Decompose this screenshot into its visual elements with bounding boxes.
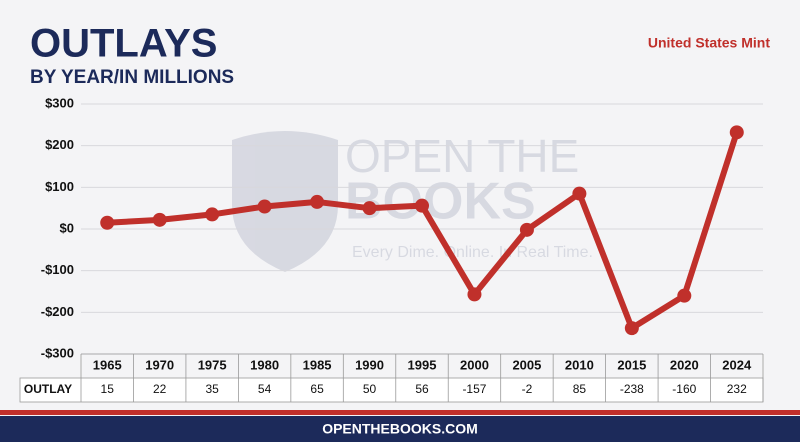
x-tick-label: 1975 <box>198 357 227 372</box>
data-point <box>415 198 429 213</box>
source: United States Mint <box>648 35 770 51</box>
x-tick-label: 1985 <box>303 357 332 372</box>
y-tick-label: $200 <box>45 137 74 152</box>
y-tick-label: $300 <box>45 95 74 110</box>
data-point <box>467 287 482 302</box>
data-point <box>729 125 744 140</box>
x-tick-label: 1965 <box>93 357 122 372</box>
watermark-shield <box>232 131 338 272</box>
data-label: 232 <box>727 382 747 396</box>
data-point <box>205 207 220 222</box>
watermark-text: OPEN THE <box>345 130 579 182</box>
data-label: -157 <box>462 382 486 396</box>
x-tick-label: 1970 <box>145 357 174 372</box>
data-point <box>152 212 167 227</box>
data-label: 15 <box>101 382 115 396</box>
footer-stripe <box>0 410 800 415</box>
watermark: OPEN THE BOOKS Every Dime. Online. In Re… <box>232 130 593 272</box>
chart-title: OUTLAYS <box>30 22 217 66</box>
x-tick-label: 2000 <box>460 357 489 372</box>
x-tick-label: 2024 <box>722 357 752 372</box>
data-label: 35 <box>205 382 219 396</box>
y-tick-label: -$300 <box>41 345 74 360</box>
data-label: -2 <box>522 382 533 396</box>
x-tick-label: 2015 <box>617 357 646 372</box>
data-label: 50 <box>363 382 377 396</box>
legend-label: OUTLAY <box>24 382 72 396</box>
plot: -$300 -$200 -$100 $0 $100 $200 $300 1965 1970 197… <box>19 95 764 403</box>
data-label: 56 <box>415 382 429 396</box>
x-tick-label: 2010 <box>565 357 594 372</box>
data-label: 65 <box>310 382 324 396</box>
y-tick-label: -$200 <box>41 304 74 319</box>
data-point <box>677 288 692 303</box>
watermark-text: BOOKS <box>345 173 536 231</box>
y-tick-label: $0 <box>60 220 74 235</box>
x-tick-label: 2020 <box>670 357 699 372</box>
x-tick-label: 2005 <box>512 357 541 372</box>
footer: OPENTHEBOOKS.COM <box>322 421 478 437</box>
chart-subtitle: BY YEAR/IN MILLIONS <box>30 67 234 88</box>
x-tick-label: 1990 <box>355 357 384 372</box>
watermark-text: Every Dime. Online. In Real Time. <box>352 244 593 261</box>
data-point <box>519 222 534 237</box>
data-point <box>362 201 377 216</box>
data-label: 85 <box>573 382 587 396</box>
data-label: -238 <box>620 382 644 396</box>
data-point <box>572 186 587 201</box>
x-tick-label: 1995 <box>408 357 437 372</box>
data-point <box>624 321 639 336</box>
data-label: 22 <box>153 382 167 396</box>
y-tick-label: -$100 <box>41 262 74 277</box>
data-point <box>257 199 272 214</box>
data-point <box>310 194 325 209</box>
data-point <box>100 215 115 230</box>
footer-bar <box>0 416 800 442</box>
data-label: -160 <box>672 382 696 396</box>
data-label: 54 <box>258 382 272 396</box>
table-bg <box>19 377 764 403</box>
x-tick-label: 1980 <box>250 357 279 372</box>
y-tick-label: $100 <box>45 179 74 194</box>
